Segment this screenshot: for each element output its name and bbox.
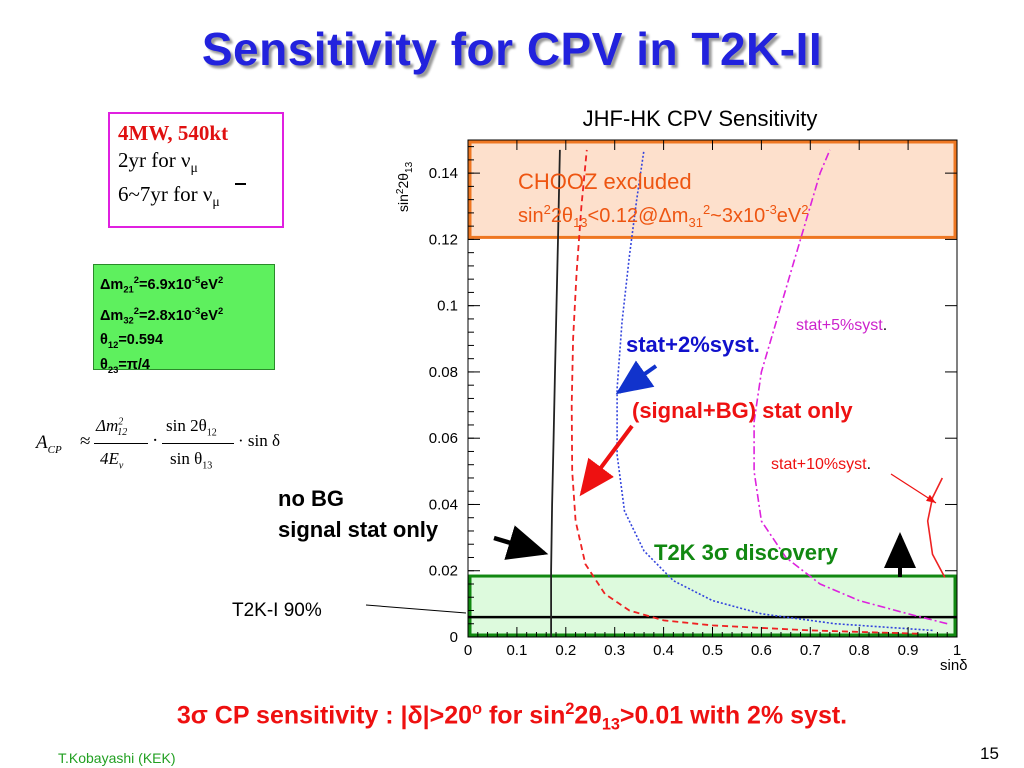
formula-num1: Δm212	[96, 416, 128, 439]
formula-lhs: ACP	[36, 432, 62, 456]
oscillation-params-box: Δm212=6.9x10-5eV2 Δm322=2.8x10-3eV2 θ12=…	[93, 264, 275, 375]
sigbg-curve	[570, 149, 918, 635]
syst10-label: stat+10%syst.	[771, 456, 871, 473]
ticks-layer: 0 0.1 0.2 0.3 0.4 0.5 0.6 0.7 0.8 0.9 1 0 0.02 0.04 0.…	[429, 140, 961, 659]
t2k-discovery-label: T2K 3σ discovery	[654, 540, 839, 565]
y-tick-label: 0.14	[429, 165, 458, 182]
t2k1-label: T2K-I 90%	[232, 600, 322, 621]
theta12-param: θ12=0.594	[100, 332, 164, 351]
nobg-label-2: signal stat only	[278, 517, 439, 542]
t2k1-pointer	[365, 604, 467, 614]
x-tick-label: 1	[953, 642, 961, 659]
chooz-region	[468, 140, 957, 239]
syst10-arrow	[890, 473, 937, 504]
x-axis-label: sinδ	[940, 657, 968, 674]
y-tick-label: 0.04	[429, 496, 458, 513]
formula-den2: sin θ13	[170, 449, 213, 472]
syst5-curve	[753, 149, 948, 625]
y-tick-label: 0.12	[429, 231, 458, 248]
acp-formula: ACP ≈ Δm212 4Eν · sin 2θ12 sin θ13 · sin…	[34, 412, 294, 476]
formula-num2: sin 2θ12	[166, 416, 217, 439]
x-tick-label: 0	[464, 642, 472, 659]
author-footer: T.Kobayashi (KEK)	[58, 750, 176, 766]
chooz-label: CHOOZ excluded	[518, 169, 692, 194]
x-tick-label: 0.7	[800, 642, 821, 659]
syst2-label: stat+2%syst.	[626, 332, 760, 357]
neutrino-run-line: 2yr for νμ	[118, 148, 198, 176]
x-tick-label: 0.3	[604, 642, 625, 659]
formula-tail: · sin δ	[238, 431, 281, 450]
y-tick-label: 0.1	[437, 298, 458, 315]
nobg-arrow	[493, 525, 549, 560]
formula-approx: ≈	[80, 431, 91, 452]
x-tick-label: 0.2	[555, 642, 576, 659]
y-tick-label: 0	[450, 629, 458, 646]
formula-fraction-bar-1	[94, 443, 148, 444]
syst5-label: stat+5%syst.	[796, 317, 887, 334]
antineutrino-run-line: 6~7yr for νμ	[118, 181, 274, 215]
curves-layer	[468, 149, 957, 637]
dm32-param: Δm322=2.8x10-3eV2	[100, 304, 224, 326]
formula-dot: ·	[152, 430, 159, 451]
page-number: 15	[980, 744, 999, 763]
x-tick-label: 0.1	[506, 642, 527, 659]
syst2-curve	[616, 149, 933, 632]
y-tick-label: 0.06	[429, 430, 458, 447]
sigbg-label: (signal+BG) stat only	[632, 398, 853, 423]
beam-power-line: 4MW, 540kt	[118, 121, 229, 145]
x-tick-label: 0.5	[702, 642, 723, 659]
antineutrino-bar	[235, 183, 246, 186]
slide-title: Sensitivity for CPV in T2K-II	[201, 23, 823, 75]
syst10-curve	[926, 477, 946, 578]
dm21-param: Δm212=6.9x10-5eV2	[100, 274, 224, 295]
bottom-conclusion: 3σ CP sensitivity : |δ|>20o for sin22θ13…	[176, 700, 848, 734]
y-tick-label: 0.08	[429, 364, 458, 381]
nobg-curve	[550, 149, 561, 637]
beam-params-box: 4MW, 540kt 2yr for νμ 6~7yr for νμ	[108, 112, 284, 228]
y-tick-label: 0.02	[429, 563, 458, 580]
x-tick-label: 0.8	[849, 642, 870, 659]
syst2-arrow	[615, 360, 658, 395]
chooz-condition: sin22θ13<0.12@Δm312~3x10-3eV2	[518, 202, 809, 230]
nobg-label-1: no BG	[278, 486, 344, 511]
chart-title: JHF-HK CPV Sensitivity	[583, 106, 818, 131]
theta23-param: θ23=π/4	[100, 357, 150, 376]
x-tick-label: 0.6	[751, 642, 772, 659]
formula-fraction-bar-2	[162, 443, 234, 444]
sigbg-arrow	[579, 424, 634, 497]
formula-den1: 4Eν	[100, 449, 124, 472]
x-tick-label: 0.4	[653, 642, 674, 659]
x-tick-label: 0.9	[898, 642, 919, 659]
y-axis-label: sin22θ13	[395, 161, 415, 212]
